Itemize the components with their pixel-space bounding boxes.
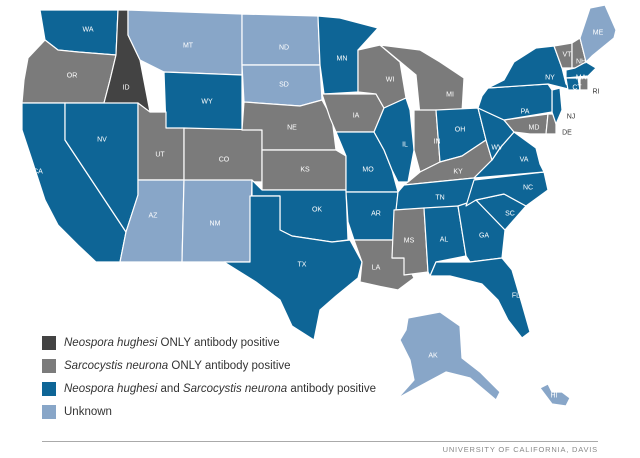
state-label-ga: GA (479, 233, 489, 240)
legend-swatch-unknown (42, 404, 56, 419)
state-label-al: AL (440, 237, 449, 244)
state-label-ar: AR (371, 211, 381, 218)
state-label-wa: WA (82, 27, 93, 34)
state-label-fl: FL (512, 293, 520, 300)
state-label-hi: HI (551, 393, 558, 400)
state-label-nd: ND (279, 45, 289, 52)
state-md (503, 113, 549, 135)
legend-swatch-neospora-only (42, 335, 56, 350)
state-label-pa: PA (521, 109, 530, 116)
footer-divider (42, 441, 598, 442)
state-nd (241, 13, 321, 66)
state-label-ny: NY (545, 75, 555, 82)
state-label-ia: IA (353, 113, 360, 120)
legend-item-neospora-only: Neospora hughesi ONLY antibody positive (42, 334, 376, 351)
legend-text: ONLY antibody positive (168, 359, 291, 372)
state-nc (465, 171, 549, 207)
state-label-ca: CA (33, 169, 43, 176)
legend-text: antibody positive (287, 382, 376, 395)
state-label-tx: TX (298, 262, 307, 269)
state-label-wy: WY (201, 99, 213, 106)
state-label-sc: SC (505, 211, 515, 218)
state-label-ne: NE (287, 125, 297, 132)
state-label-va: VA (520, 157, 529, 164)
state-label-nm: NM (210, 221, 221, 228)
state-label-nj: NJ (567, 114, 576, 121)
state-label-co: CO (219, 157, 230, 164)
state-label-ms: MS (404, 238, 415, 245)
state-ri (579, 77, 589, 91)
state-label-sd: SD (279, 82, 289, 89)
state-label-mt: MT (183, 43, 194, 50)
legend: Neospora hughesi ONLY antibody positive … (42, 334, 376, 426)
legend-item-sarcocystis-only: Sarcocystis neurona ONLY antibody positi… (42, 357, 376, 374)
legend-species-sarcocystis: Sarcocystis neurona (64, 359, 169, 372)
state-label-mo: MO (362, 167, 374, 174)
state-label-ks: KS (300, 167, 310, 174)
state-label-de: DE (562, 130, 572, 137)
state-label-az: AZ (149, 213, 159, 220)
legend-swatch-both (42, 381, 56, 396)
state-label-md: MD (529, 125, 540, 132)
state-label-ut: UT (155, 152, 165, 159)
state-label-id: ID (123, 85, 130, 92)
state-label-ky: KY (453, 169, 463, 176)
state-label-ak: AK (428, 353, 438, 360)
state-label-nh: NH (576, 59, 586, 66)
state-label-mn: MN (337, 56, 348, 63)
state-label-wi: WI (386, 77, 395, 84)
state-label-in: IN (434, 139, 441, 146)
state-pa (477, 83, 553, 121)
state-label-ma: MA (576, 75, 587, 82)
legend-species-sarcocystis: Sarcocystis neurona (182, 382, 288, 395)
legend-item-unknown: Unknown (42, 403, 376, 420)
state-label-me: ME (593, 30, 604, 37)
state-me (579, 4, 617, 63)
legend-species-neospora: Neospora hughesi (64, 382, 158, 395)
legend-label-unknown: Unknown (64, 405, 112, 418)
state-tx (223, 195, 363, 341)
state-label-vt: VT (563, 52, 573, 59)
legend-label-both: Neospora hughesi and Sarcocystis neurona… (64, 383, 376, 395)
state-ak (397, 311, 501, 401)
state-il (373, 97, 415, 183)
legend-label-neospora-only: Neospora hughesi ONLY antibody positive (64, 337, 280, 349)
state-label-oh: OH (455, 127, 466, 134)
legend-species-neospora: Neospora hughesi (64, 336, 158, 349)
state-label-la: LA (372, 265, 381, 272)
state-fl (429, 257, 531, 339)
legend-swatch-sarcocystis-only (42, 358, 56, 373)
credit-text: UNIVERSITY OF CALIFORNIA, DAVIS (442, 445, 598, 454)
state-hi (539, 383, 571, 407)
state-label-tn: TN (435, 195, 444, 202)
state-label-ct: CT (572, 85, 582, 92)
state-label-nc: NC (523, 185, 533, 192)
legend-text: and (157, 382, 183, 395)
state-label-or: OR (67, 73, 78, 80)
legend-label-sarcocystis-only: Sarcocystis neurona ONLY antibody positi… (64, 360, 291, 372)
legend-item-both: Neospora hughesi and Sarcocystis neurona… (42, 380, 376, 397)
state-co (183, 127, 263, 183)
state-label-il: IL (402, 142, 408, 149)
state-label-ok: OK (312, 207, 322, 214)
state-label-mi: MI (446, 92, 454, 99)
state-label-nv: NV (97, 137, 107, 144)
state-label-ri: RI (593, 89, 600, 96)
state-label-wv: WV (491, 145, 503, 152)
legend-text: ONLY antibody positive (157, 336, 280, 349)
